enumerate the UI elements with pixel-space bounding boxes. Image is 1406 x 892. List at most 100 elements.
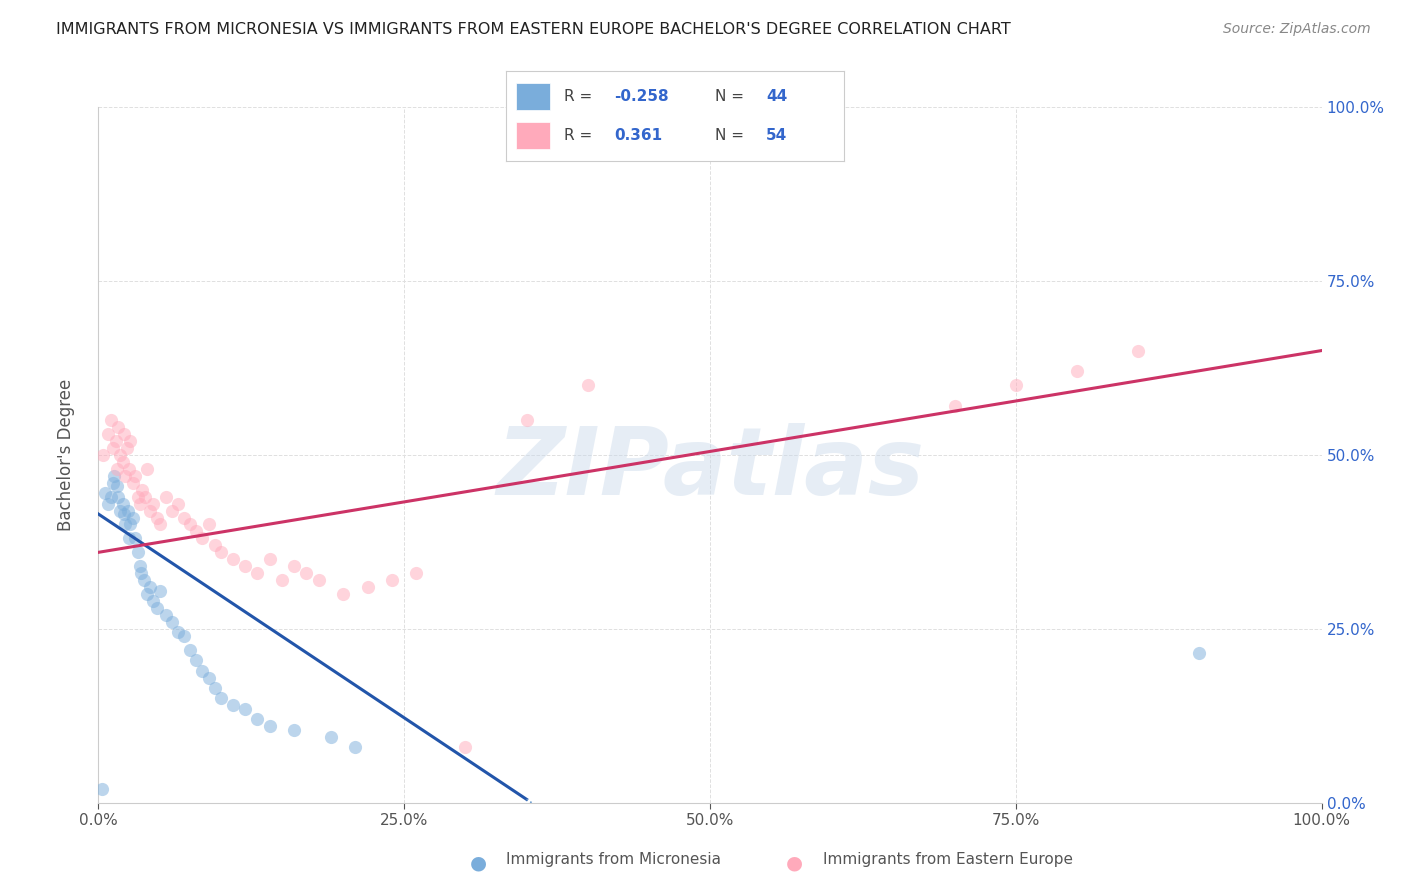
- Point: [576, 378, 599, 392]
- Text: 0.361: 0.361: [614, 128, 662, 143]
- Point: [405, 566, 427, 581]
- Point: [124, 468, 146, 483]
- Point: [104, 434, 127, 448]
- Point: [114, 468, 136, 483]
- Point: [1004, 378, 1026, 392]
- Point: [233, 559, 256, 574]
- Point: [186, 653, 208, 667]
- Point: [111, 455, 134, 469]
- Point: [197, 671, 219, 685]
- Point: [356, 580, 378, 594]
- Point: [344, 740, 367, 755]
- Point: [127, 545, 149, 559]
- Text: 54: 54: [766, 128, 787, 143]
- Point: [222, 552, 245, 566]
- Point: [516, 413, 538, 427]
- Point: [454, 740, 477, 755]
- Point: [117, 503, 139, 517]
- Point: [105, 479, 128, 493]
- Text: IMMIGRANTS FROM MICRONESIA VS IMMIGRANTS FROM EASTERN EUROPE BACHELOR'S DEGREE C: IMMIGRANTS FROM MICRONESIA VS IMMIGRANTS…: [56, 22, 1011, 37]
- Point: [167, 497, 190, 511]
- Text: -0.258: -0.258: [614, 89, 669, 103]
- Point: [283, 723, 305, 737]
- Point: [129, 497, 152, 511]
- Point: [93, 486, 115, 500]
- Point: [136, 462, 159, 476]
- Point: [124, 532, 146, 546]
- Text: Immigrants from Eastern Europe: Immigrants from Eastern Europe: [823, 852, 1073, 867]
- Point: [146, 601, 169, 615]
- Point: [186, 524, 208, 539]
- Point: [120, 434, 142, 448]
- Point: [131, 483, 153, 497]
- Text: R =: R =: [564, 89, 592, 103]
- Point: [111, 497, 134, 511]
- Text: R =: R =: [564, 128, 592, 143]
- Point: [91, 781, 114, 796]
- Point: [149, 583, 172, 598]
- Point: [97, 497, 120, 511]
- Point: [233, 702, 256, 716]
- Point: [381, 573, 404, 587]
- Point: [105, 462, 128, 476]
- Point: [110, 448, 132, 462]
- Text: ●: ●: [786, 853, 803, 872]
- Point: [149, 517, 172, 532]
- Point: [115, 441, 138, 455]
- Point: [121, 510, 143, 524]
- Point: [319, 730, 342, 744]
- Point: [204, 681, 226, 695]
- Point: [100, 490, 122, 504]
- Point: [139, 503, 162, 517]
- Point: [101, 441, 124, 455]
- Text: 44: 44: [766, 89, 787, 103]
- Point: [1188, 646, 1211, 660]
- Point: [209, 545, 232, 559]
- Point: [332, 587, 354, 601]
- Point: [107, 490, 129, 504]
- Point: [1128, 343, 1150, 358]
- Point: [173, 510, 195, 524]
- Text: Source: ZipAtlas.com: Source: ZipAtlas.com: [1223, 22, 1371, 37]
- Point: [118, 462, 141, 476]
- Point: [179, 517, 201, 532]
- Point: [103, 468, 125, 483]
- Point: [127, 490, 149, 504]
- Text: ZIPatlas: ZIPatlas: [496, 423, 924, 515]
- Point: [167, 625, 190, 640]
- Text: N =: N =: [716, 89, 744, 103]
- Point: [112, 507, 135, 521]
- Point: [129, 566, 152, 581]
- Point: [160, 615, 183, 629]
- Bar: [516, 83, 550, 110]
- Bar: [516, 122, 550, 149]
- Text: ●: ●: [470, 853, 486, 872]
- Point: [101, 475, 124, 490]
- Point: [179, 642, 201, 657]
- Point: [259, 719, 281, 733]
- Point: [209, 691, 232, 706]
- Point: [136, 587, 159, 601]
- Point: [121, 475, 143, 490]
- Point: [118, 532, 141, 546]
- Point: [246, 712, 269, 726]
- Point: [107, 420, 129, 434]
- Y-axis label: Bachelor's Degree: Bachelor's Degree: [56, 379, 75, 531]
- Point: [1066, 364, 1088, 378]
- Point: [97, 427, 120, 442]
- Point: [155, 607, 177, 622]
- Point: [142, 497, 165, 511]
- Point: [91, 448, 114, 462]
- Point: [160, 503, 183, 517]
- Point: [129, 559, 152, 574]
- Point: [191, 532, 214, 546]
- Point: [155, 490, 177, 504]
- Point: [943, 399, 966, 413]
- Point: [100, 413, 122, 427]
- Point: [222, 698, 245, 713]
- Point: [132, 573, 155, 587]
- Point: [173, 629, 195, 643]
- Point: [114, 517, 136, 532]
- Point: [295, 566, 318, 581]
- Point: [308, 573, 330, 587]
